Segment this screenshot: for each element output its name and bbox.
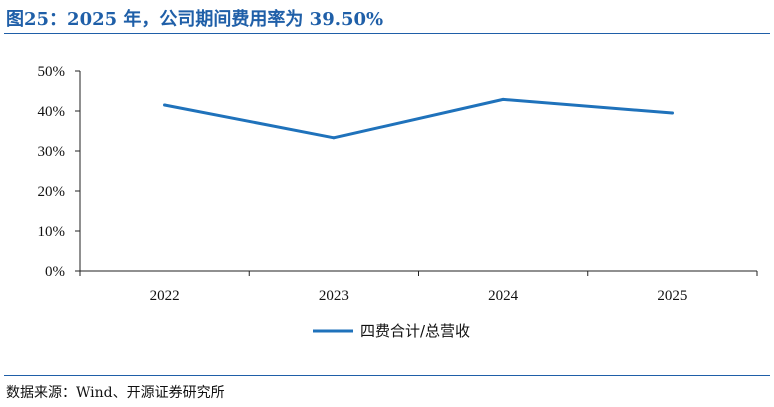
data-point: [332, 136, 336, 140]
data-point: [501, 97, 505, 101]
x-axis: 2022 2023 2024 2025: [79, 270, 758, 304]
data-point: [670, 111, 674, 115]
title-divider: [4, 33, 770, 34]
data-point: [163, 103, 167, 107]
y-axis: 0% 10% 20% 30% 40% 50%: [38, 64, 81, 280]
source-divider: [4, 375, 770, 376]
y-tick-label: 20%: [38, 184, 66, 200]
y-tick-label: 30%: [38, 144, 66, 160]
x-tick-label: 2024: [488, 288, 519, 304]
legend-label: 四费合计/总营收: [360, 322, 470, 340]
source-note: 数据来源：Wind、开源证券研究所: [6, 385, 225, 401]
x-tick-label: 2025: [657, 288, 687, 304]
series-line: [163, 97, 674, 140]
y-tick-label: 40%: [38, 104, 66, 120]
x-tick-label: 2022: [150, 288, 180, 304]
y-tick-label: 50%: [38, 64, 66, 80]
y-tick-label: 10%: [38, 224, 66, 240]
line-chart: 0% 10% 20% 30% 40% 50% 2022 2023 2024 2025 四费合计/…: [38, 64, 758, 340]
figure-title: 图25：2025 年，公司期间费用率为 39.50%: [6, 9, 384, 30]
series-layer: [163, 97, 674, 140]
legend: 四费合计/总营收: [313, 322, 470, 340]
x-tick-label: 2023: [319, 288, 349, 304]
y-tick-label: 0%: [45, 264, 65, 280]
